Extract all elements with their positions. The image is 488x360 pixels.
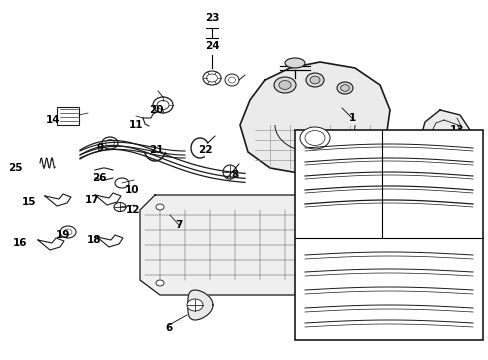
Text: 4: 4	[407, 170, 414, 180]
Polygon shape	[187, 290, 213, 320]
Ellipse shape	[336, 82, 352, 94]
Polygon shape	[140, 195, 389, 295]
Text: 26: 26	[92, 173, 106, 183]
Bar	[57, 107, 79, 125]
Ellipse shape	[365, 204, 373, 210]
Ellipse shape	[224, 74, 239, 86]
Text: 16: 16	[13, 238, 27, 248]
Text: 5: 5	[466, 305, 473, 315]
Ellipse shape	[105, 140, 114, 147]
Ellipse shape	[273, 77, 295, 93]
Ellipse shape	[115, 178, 129, 188]
Text: 12: 12	[125, 205, 140, 215]
Ellipse shape	[285, 58, 305, 68]
Ellipse shape	[114, 202, 126, 212]
Ellipse shape	[156, 204, 163, 210]
Ellipse shape	[153, 97, 173, 113]
Ellipse shape	[340, 85, 349, 91]
Text: 11: 11	[128, 120, 143, 130]
Text: 8: 8	[231, 170, 238, 180]
Ellipse shape	[365, 280, 373, 286]
Ellipse shape	[223, 165, 237, 179]
Ellipse shape	[64, 229, 72, 235]
Ellipse shape	[186, 299, 203, 311]
Ellipse shape	[278, 81, 290, 89]
Text: 23: 23	[204, 13, 219, 23]
Text: 24: 24	[204, 41, 219, 51]
Text: 6: 6	[165, 323, 172, 333]
Ellipse shape	[157, 100, 169, 109]
Text: 19: 19	[56, 230, 70, 240]
Text: 10: 10	[124, 185, 139, 195]
Text: 3: 3	[466, 225, 473, 235]
Ellipse shape	[305, 131, 325, 145]
Text: 14: 14	[45, 115, 60, 125]
Polygon shape	[240, 62, 389, 175]
Text: 1: 1	[347, 113, 355, 123]
Text: 25: 25	[8, 163, 22, 173]
Text: 13: 13	[449, 125, 463, 135]
Ellipse shape	[102, 137, 118, 149]
Polygon shape	[419, 110, 469, 168]
Ellipse shape	[305, 73, 324, 87]
Text: 7: 7	[175, 220, 183, 230]
Ellipse shape	[206, 74, 217, 82]
Text: 22: 22	[197, 145, 212, 155]
Text: 17: 17	[84, 195, 99, 205]
Text: 9: 9	[96, 143, 103, 153]
Text: 21: 21	[148, 145, 163, 155]
Ellipse shape	[156, 280, 163, 286]
Bar	[294, 130, 482, 340]
Ellipse shape	[60, 226, 76, 238]
Ellipse shape	[203, 71, 221, 85]
Text: 2: 2	[299, 307, 306, 317]
Text: 15: 15	[21, 197, 36, 207]
Ellipse shape	[309, 76, 319, 84]
Text: 18: 18	[86, 235, 101, 245]
Text: 20: 20	[148, 105, 163, 115]
Ellipse shape	[228, 77, 235, 83]
Ellipse shape	[299, 127, 329, 149]
